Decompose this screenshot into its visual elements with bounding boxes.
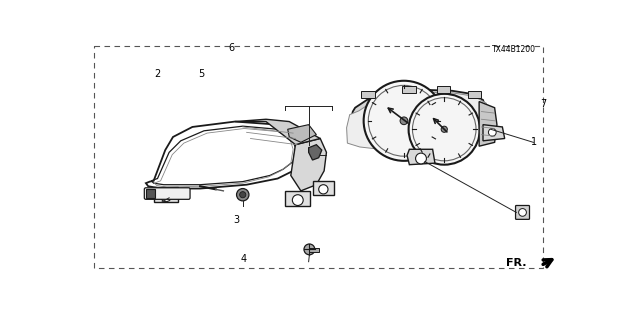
FancyBboxPatch shape (516, 205, 529, 219)
Circle shape (408, 94, 480, 165)
Bar (467, 91, 481, 99)
Polygon shape (235, 119, 320, 145)
Polygon shape (407, 149, 435, 165)
Bar (436, 86, 451, 93)
Text: FR.: FR. (506, 258, 527, 268)
Polygon shape (349, 90, 487, 150)
Circle shape (292, 195, 303, 205)
Circle shape (319, 185, 328, 194)
Circle shape (441, 126, 447, 132)
Text: 4: 4 (241, 254, 247, 264)
Text: 3: 3 (233, 214, 239, 225)
Circle shape (237, 188, 249, 201)
Polygon shape (308, 145, 322, 160)
Circle shape (364, 81, 444, 161)
Circle shape (412, 98, 476, 161)
Text: 6: 6 (228, 43, 234, 53)
Polygon shape (291, 139, 326, 191)
Text: TX44B1200: TX44B1200 (492, 45, 536, 54)
Bar (285, 191, 310, 206)
Text: 5: 5 (198, 69, 205, 79)
Circle shape (400, 117, 408, 124)
Bar (154, 187, 179, 203)
Text: 2: 2 (154, 69, 160, 79)
Circle shape (239, 192, 246, 198)
Polygon shape (483, 124, 505, 141)
Polygon shape (146, 122, 305, 188)
FancyBboxPatch shape (145, 188, 190, 199)
Bar (362, 91, 375, 99)
Circle shape (161, 191, 172, 202)
Circle shape (488, 129, 496, 136)
Bar (402, 86, 415, 93)
Bar (312, 181, 334, 195)
Bar (146, 189, 155, 198)
Circle shape (304, 244, 315, 255)
Circle shape (518, 209, 527, 216)
Text: 7: 7 (541, 99, 547, 109)
Polygon shape (479, 101, 497, 146)
Circle shape (415, 153, 426, 164)
Text: 1: 1 (531, 137, 537, 147)
Circle shape (368, 85, 440, 156)
Bar (309, 248, 319, 252)
Polygon shape (288, 124, 316, 142)
Polygon shape (347, 92, 490, 152)
